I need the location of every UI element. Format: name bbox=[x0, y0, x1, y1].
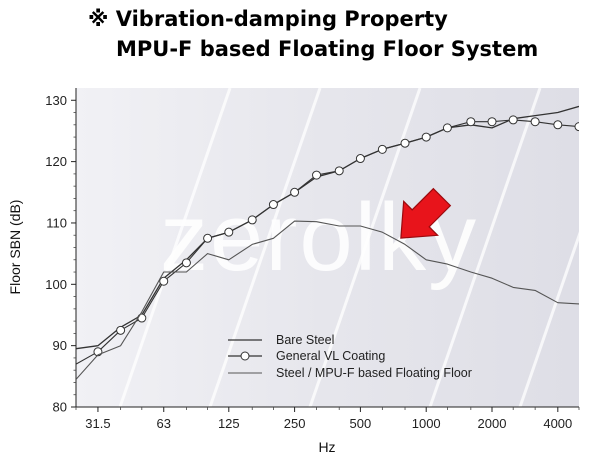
legend-label-bare-steel: Bare Steel bbox=[276, 333, 334, 347]
x-tick-label: 4000 bbox=[543, 416, 572, 431]
red-arrow-icon bbox=[400, 187, 452, 239]
y-tick-label: 100 bbox=[45, 277, 67, 292]
data-point-general-vl-coating bbox=[355, 154, 365, 164]
y-tick-label: 110 bbox=[46, 215, 67, 230]
data-point-general-vl-coating bbox=[181, 258, 191, 268]
data-point-general-vl-coating bbox=[334, 166, 344, 176]
x-axis-label: Hz bbox=[318, 439, 335, 455]
legend-marker-general-vl-coating bbox=[240, 351, 250, 361]
x-tick-label: 1000 bbox=[412, 416, 441, 431]
legend-label-general-vl-coating: General VL Coating bbox=[276, 349, 385, 363]
data-point-general-vl-coating bbox=[377, 144, 387, 154]
y-tick-label: 80 bbox=[53, 400, 67, 415]
x-tick-label: 500 bbox=[350, 416, 372, 431]
data-point-general-vl-coating bbox=[116, 325, 126, 335]
data-point-general-vl-coating bbox=[466, 117, 476, 127]
data-point-general-vl-coating bbox=[508, 115, 518, 125]
chart-title: ※ Vibration-damping Property MPU-F based… bbox=[88, 4, 538, 64]
x-tick-label: 250 bbox=[284, 416, 306, 431]
chart-title-line-1: ※ Vibration-damping Property bbox=[88, 7, 448, 31]
data-point-general-vl-coating bbox=[268, 200, 278, 210]
data-point-general-vl-coating bbox=[137, 313, 147, 323]
x-ticks: 31.5 63 125 250 500 1000 2000 4000 bbox=[75, 407, 580, 431]
data-point-general-vl-coating bbox=[224, 227, 234, 237]
data-point-general-vl-coating bbox=[574, 122, 579, 132]
data-point-general-vl-coating bbox=[553, 120, 563, 130]
data-point-general-vl-coating bbox=[442, 123, 452, 133]
x-tick-label: 31.5 bbox=[85, 416, 110, 431]
data-point-general-vl-coating bbox=[421, 132, 431, 142]
data-point-general-vl-coating bbox=[290, 187, 300, 197]
chart-title-line-2: MPU-F based Floating Floor System bbox=[116, 37, 539, 61]
data-point-general-vl-coating bbox=[312, 170, 322, 180]
legend: Bare Steel General VL Coating Steel / MP… bbox=[228, 333, 472, 380]
data-point-general-vl-coating bbox=[487, 117, 497, 127]
x-tick-label: 2000 bbox=[478, 416, 507, 431]
y-tick-label: 90 bbox=[53, 338, 67, 353]
y-axis-label: Floor SBN (dB) bbox=[7, 200, 23, 295]
y-tick-label: 130 bbox=[45, 93, 67, 108]
y-ticks: 80 90 100 110 120 130 bbox=[45, 93, 76, 415]
x-tick-label: 63 bbox=[157, 416, 171, 431]
series-layer bbox=[76, 105, 579, 380]
legend-label-floating-floor: Steel / MPU-F based Floating Floor bbox=[276, 366, 472, 380]
data-point-general-vl-coating bbox=[203, 233, 213, 243]
data-point-general-vl-coating bbox=[530, 117, 540, 127]
data-point-general-vl-coating bbox=[159, 276, 169, 286]
series-line-bare-steel bbox=[76, 105, 579, 350]
x-tick-label: 125 bbox=[218, 416, 240, 431]
y-tick-label: 120 bbox=[45, 154, 67, 169]
series-line-floating-floor bbox=[76, 220, 579, 380]
data-point-general-vl-coating bbox=[400, 138, 410, 148]
annotation-arrow bbox=[400, 187, 452, 239]
data-point-general-vl-coating bbox=[247, 215, 257, 225]
